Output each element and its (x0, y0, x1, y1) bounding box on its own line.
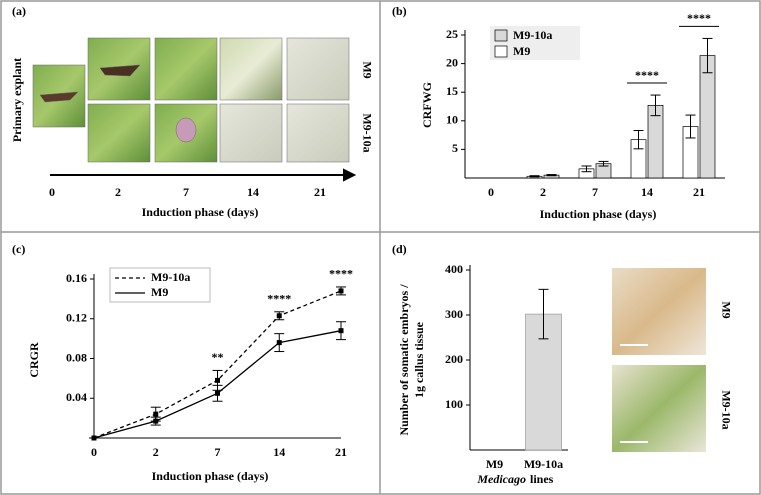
x-axis-label: Medicago (476, 472, 526, 486)
x-tick-label: 21 (693, 185, 705, 199)
panel-label: (d) (392, 242, 407, 256)
bar (647, 105, 664, 179)
y-tick-label: 0.16 (66, 271, 87, 285)
point (276, 340, 282, 346)
x-tick-label: 7 (592, 185, 598, 199)
y-tick-label: 10 (446, 113, 458, 127)
annotation: **** (635, 68, 659, 82)
x-axis-label: Induction phase (days) (152, 469, 269, 483)
x-tick-label: 2 (540, 185, 546, 199)
x-tick-label: M9 (486, 457, 503, 471)
y-tick-label: 25 (446, 27, 458, 41)
x-tick-label: 7 (215, 445, 221, 459)
y-axis-label: CRFWG (420, 82, 434, 128)
y-tick-label: 300 (445, 307, 463, 321)
legend-swatch (494, 29, 508, 42)
legend-label: M9 (151, 285, 168, 299)
y-tick-label: 100 (445, 397, 463, 411)
point (215, 377, 220, 383)
photos-a (32, 37, 350, 163)
photos-d (612, 268, 706, 452)
point (338, 328, 344, 334)
point (338, 288, 344, 294)
row-label: M9-10a (360, 113, 374, 152)
y-axis-label: Number of somatic embryos / (397, 284, 411, 436)
y-tick-label: 20 (446, 55, 458, 69)
photo-label: M9 (719, 301, 733, 318)
legend-box (109, 267, 211, 303)
x-tick-label: 21 (335, 445, 347, 459)
x-tick-label: 14 (641, 185, 653, 199)
row-label: M9 (360, 61, 374, 78)
x-axis-label: lines (530, 472, 554, 486)
point (153, 418, 159, 424)
column-label: Primary explant (10, 58, 24, 142)
timeline-tick: 7 (183, 185, 189, 199)
y-tick-label: 0.12 (66, 311, 87, 325)
timeline (50, 168, 357, 182)
x-tick-label: 0 (91, 445, 97, 459)
annotation: ** (212, 350, 224, 364)
timeline-tick: 2 (115, 185, 121, 199)
x-axis-label: Induction phase (days) (142, 205, 259, 219)
y-tick-label: 0.08 (66, 350, 87, 364)
photo-label: M9-10a (719, 390, 733, 429)
timeline-tick: 14 (247, 185, 259, 199)
point (153, 411, 159, 417)
x-axis-label: Induction phase (days) (540, 207, 657, 221)
point (215, 390, 220, 396)
x-tick-label: 14 (273, 445, 285, 459)
legend-label: M9 (513, 44, 530, 58)
legend-label: M9-10a (513, 28, 552, 42)
annotation: **** (329, 267, 353, 281)
y-axis-label: CRGR (27, 342, 41, 378)
panel-label: (b) (392, 4, 407, 18)
bar (699, 55, 716, 179)
annotation: **** (267, 292, 291, 306)
panel-label: (a) (12, 4, 26, 18)
panel-label: (c) (12, 242, 25, 256)
y-axis-label: 1g callus tissue (412, 321, 426, 398)
y-tick-label: 200 (445, 352, 463, 366)
timeline-tick: 21 (314, 185, 326, 199)
timeline-tick: 0 (49, 185, 55, 199)
legend-swatch (494, 45, 508, 58)
x-tick-label: 0 (488, 185, 494, 199)
point (276, 313, 282, 319)
x-tick-label: M9-10a (524, 457, 563, 471)
line (93, 290, 342, 439)
x-tick-label: 2 (153, 445, 159, 459)
legend-label: M9-10a (151, 270, 190, 284)
annotation: **** (687, 11, 711, 25)
y-tick-label: 0.04 (66, 390, 87, 404)
point (91, 435, 97, 441)
y-tick-label: 5 (452, 141, 458, 155)
y-tick-label: 400 (445, 262, 463, 276)
y-tick-label: 15 (446, 84, 458, 98)
